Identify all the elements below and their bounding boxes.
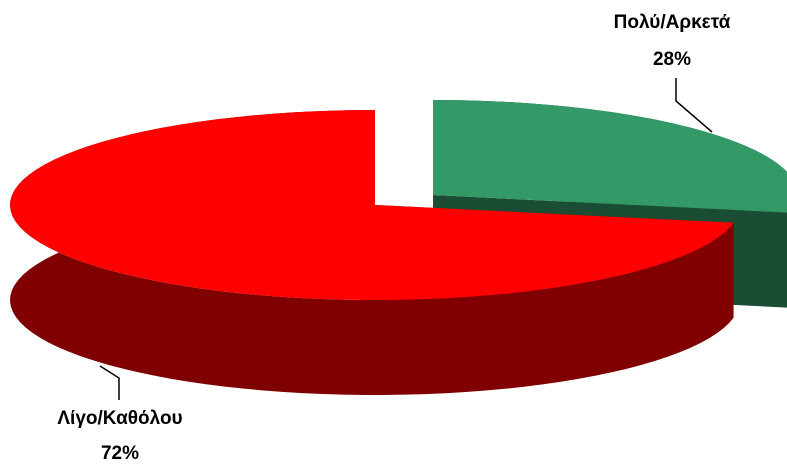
- slice-value-label: 72%: [101, 443, 139, 464]
- slice-value-label: 28%: [653, 49, 691, 70]
- slice-label: Λίγο/Καθόλου: [57, 408, 182, 429]
- leader-line: [99, 365, 120, 400]
- pie: [10, 100, 787, 395]
- leader-line: [675, 78, 713, 133]
- slice: [433, 100, 787, 213]
- slice-label: Πολύ/Αρκετά: [614, 12, 731, 33]
- slice: [10, 110, 734, 300]
